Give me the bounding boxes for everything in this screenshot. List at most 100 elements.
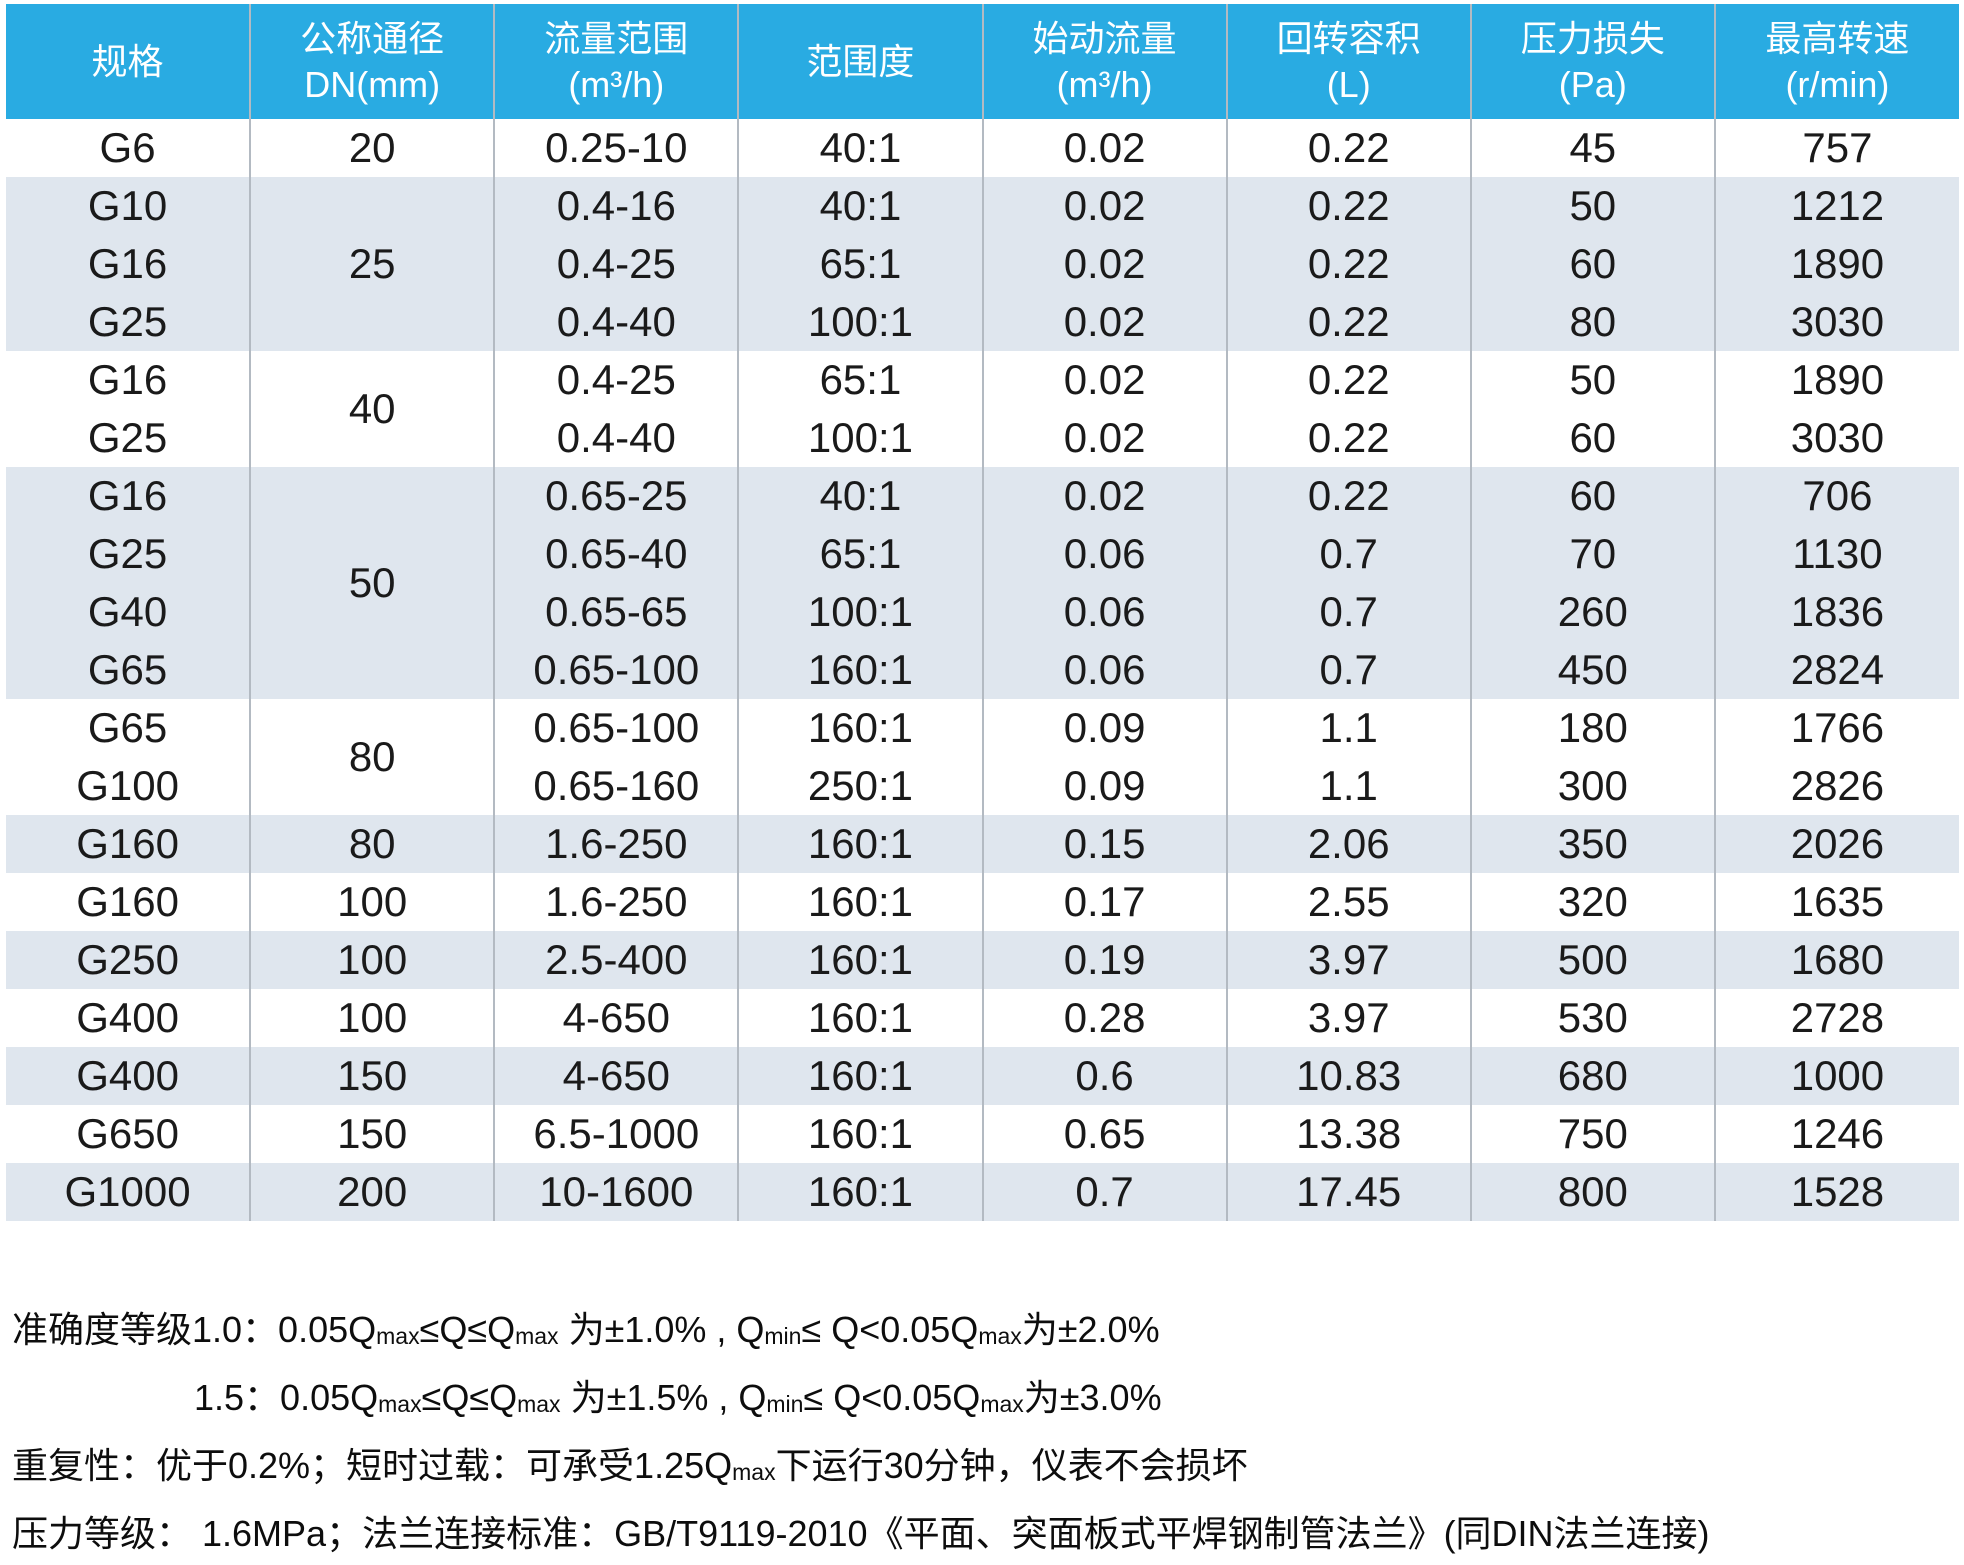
table-row: G400 150 4-650 160:1 0.6 10.83 680 1000 [6,1047,1959,1105]
rangeability-cell: 40:1 [737,119,983,177]
pressure-loss-cell: 60 [1469,467,1715,525]
rotary-volume-cell: 17.45 [1225,1163,1471,1221]
flow-range-cell: 1.6-250 [493,815,739,873]
pressure-loss-cell: 530 [1469,989,1715,1047]
rangeability-cell: 160:1 [737,1105,983,1163]
table-row: G10 25 0.4-16 40:1 0.02 0.22 50 1212 [6,177,1959,351]
rangeability-cell: 40:1 [737,177,983,235]
max-speed-cell: 2824 [1713,641,1959,699]
header-label-line: 规格 [91,40,164,82]
rotary-volume-cell: 10.83 [1225,1047,1471,1105]
dn-cell: 100 [249,931,495,989]
rangeability-cell: 65:1 [737,235,983,293]
note-text: 重复性：优于0.2%；短时过载：可承受1.25Q [12,1445,733,1486]
pressure-loss-cell: 50 [1469,177,1715,235]
dn-cell: 100 [249,989,495,1047]
col-header-rotary-volume: 回转容积 (L) [1225,4,1471,119]
header-label-line: 压力损失 [1520,17,1665,59]
start-flow-cell: 0.65 [981,1105,1227,1163]
col-header-max-speed: 最高转速 (r/min) [1713,4,1959,119]
note-text: ≤ Q<0.05Q [801,1309,979,1350]
max-speed-cell: 1890 [1713,235,1959,293]
spec-cell: G250 [6,931,251,989]
table-row: G65 0.65-100 160:1 0.06 0.7 450 2824 [6,641,1959,699]
start-flow-cell: 0.09 [981,757,1227,815]
rangeability-cell: 100:1 [737,583,983,641]
max-speed-cell: 1212 [1713,177,1959,235]
note-text: 为±2.0% [1021,1309,1160,1350]
rotary-volume-cell: 2.55 [1225,873,1471,931]
flow-range-cell: 10-1600 [493,1163,739,1221]
dn-cell: 150 [249,1105,495,1163]
start-flow-cell: 0.02 [981,119,1227,177]
start-flow-cell: 0.02 [981,177,1227,235]
start-flow-cell: 0.19 [981,931,1227,989]
rotary-volume-cell: 0.22 [1225,177,1471,235]
spec-cell: G65 [87,704,168,751]
rotary-volume-cell: 2.06 [1225,815,1471,873]
table-row: G16 50 0.65-25 40:1 0.02 0.22 60 706 [6,467,1959,699]
dn-cell: 20 [249,119,495,177]
spec-table: 规格 公称通径 DN(mm) 流量范围 (m³/h) 范围度 始动流量 (m³/h) 回转容积(… [6,4,1959,1221]
subscript-text: max [517,1391,561,1417]
spec-cell: G25 [6,525,251,583]
table-row: G16 0.4-25 65:1 0.02 0.22 60 1890 [6,235,1959,293]
rangeability-cell: 100:1 [737,293,983,351]
table-row: G65 80 0.65-100 160:1 0.09 1.1 180 1766 [6,699,1959,815]
table-header: 规格 公称通径 DN(mm) 流量范围 (m³/h) 范围度 始动流量 (m³/h) 回转容积(… [6,4,1959,119]
note-text: 准确度等级1.0： [12,1309,279,1350]
flow-range-cell: 0.65-40 [493,525,739,583]
note-text: ≤Q≤Q [419,1309,516,1350]
spec-cell: G400 [76,994,179,1041]
header-row: 规格 公称通径 DN(mm) 流量范围 (m³/h) 范围度 始动流量 (m³/h) 回转容积(… [6,4,1959,119]
flow-range-cell: 0.25-10 [493,119,739,177]
rangeability-cell: 160:1 [737,873,983,931]
max-speed-cell: 1766 [1713,699,1959,757]
rangeability-cell: 160:1 [737,641,983,699]
flow-range-cell: 0.65-65 [493,583,739,641]
notes: 准确度等级1.0：0.05Qmax≤Q≤Qmax 为±1.0% , Qmin≤ … [12,1299,1959,1565]
spec-cell: G25 [87,414,168,461]
start-flow-cell: 0.7 [981,1163,1227,1221]
pressure-loss-cell: 500 [1469,931,1715,989]
table-row: G1000 200 10-1600 160:1 0.7 17.45 800 1528 [6,1163,1959,1221]
subscript-text: max [376,1323,420,1349]
rotary-volume-cell: 0.22 [1225,467,1471,525]
dn-cell: 50 [249,467,495,699]
note-text: ≤Q≤Q [421,1377,518,1418]
table-row: G160 80 1.6-250 160:1 0.15 2.06 350 2026 [6,815,1959,873]
dn-cell: 25 [249,177,495,351]
rangeability-cell: 65:1 [737,525,983,583]
max-speed-cell: 1890 [1713,351,1959,409]
flow-range-cell: 0.4-40 [493,409,739,467]
rotary-volume-cell: 0.7 [1225,583,1471,641]
max-speed-cell: 1635 [1713,873,1959,931]
header-label-line: 回转容积 [1276,17,1421,59]
note-line-3: 重复性：优于0.2%；短时过载：可承受1.25Qmax下运行30分钟，仪表不会损… [12,1435,1959,1503]
rangeability-cell: 250:1 [737,757,983,815]
start-flow-cell: 0.28 [981,989,1227,1047]
col-header-rangeability: 范围度 [737,4,983,119]
flow-range-cell: 4-650 [493,1047,739,1105]
table-row: G25 0.4-40 100:1 0.02 0.22 60 3030 [6,409,1959,467]
pressure-loss-cell: 70 [1469,525,1715,583]
subscript-text: min [764,1323,802,1349]
pressure-loss-cell: 800 [1469,1163,1715,1221]
table-row: G25 0.65-40 65:1 0.06 0.7 70 1130 [6,525,1959,583]
spec-cell: G1000 [6,1163,251,1221]
header-label-line: 范围度 [806,40,915,82]
header-label-line: DN(mm) [304,63,441,105]
note-text: ≤ Q<0.05Q [803,1377,981,1418]
table-row: G16 40 0.4-25 65:1 0.02 0.22 50 1890 [6,351,1959,467]
rotary-volume-cell: 13.38 [1225,1105,1471,1163]
pressure-loss-cell: 180 [1469,699,1715,757]
table-row: G250 100 2.5-400 160:1 0.19 3.97 500 1680 [6,931,1959,989]
col-header-flow-range: 流量范围 (m³/h) [493,4,739,119]
spec-cell: G40 [6,583,251,641]
max-speed-cell: 3030 [1713,409,1959,467]
spec-cell: G16 [87,356,168,403]
header-label-line: (r/min) [1785,63,1890,105]
rotary-volume-cell: 0.7 [1225,525,1471,583]
spec-cell: G16 [6,235,251,293]
note-text: 为±1.5% , Q [560,1377,767,1418]
